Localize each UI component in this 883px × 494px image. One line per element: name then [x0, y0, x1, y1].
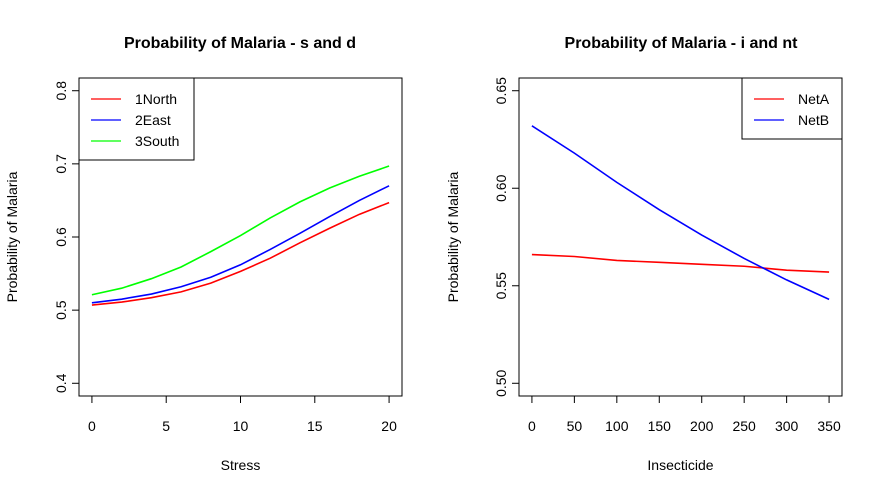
x-tick-label: 20: [381, 418, 397, 434]
x-tick-label: 5: [162, 418, 170, 434]
legend-label: 2East: [135, 112, 171, 128]
x-axis-label: Stress: [221, 457, 261, 473]
x-tick-label: 200: [690, 418, 714, 434]
y-tick-label: 0.8: [53, 81, 69, 101]
y-tick-label: 0.65: [493, 77, 509, 104]
legend-box: [78, 77, 195, 161]
x-tick-label: 150: [648, 418, 672, 434]
legend-box: [741, 77, 843, 140]
series-line-netb: [531, 125, 830, 301]
x-tick-label: 300: [775, 418, 799, 434]
legend-label: 3South: [135, 133, 179, 149]
y-tick-label: 0.5: [53, 300, 69, 320]
x-tick-label: 0: [88, 418, 96, 434]
legend-label: NetB: [798, 112, 829, 128]
y-tick-label: 0.50: [493, 369, 509, 396]
series-line-1north: [91, 201, 390, 306]
x-tick-label: 50: [567, 418, 583, 434]
y-axis-label: Probability of Malaria: [445, 171, 461, 302]
legend-label: NetA: [798, 91, 830, 107]
y-axis-label: Probability of Malaria: [4, 171, 20, 302]
x-tick-label: 350: [817, 418, 841, 434]
y-tick-label: 0.4: [53, 373, 69, 393]
x-tick-label: 0: [528, 418, 536, 434]
chart-panel-stress: Probability of Malaria - s and d Stress Pr…: [4, 35, 403, 473]
x-tick-label: 250: [732, 418, 756, 434]
x-tick-label: 100: [605, 418, 629, 434]
series-line-neta: [531, 253, 830, 273]
y-tick-label: 0.7: [53, 154, 69, 174]
x-axis-label: Insecticide: [647, 457, 713, 473]
series-line-2east: [91, 185, 390, 304]
legend-label: 1North: [135, 91, 177, 107]
y-tick-label: 0.6: [53, 227, 69, 247]
y-tick-label: 0.55: [493, 272, 509, 299]
chart-title: Probability of Malaria - s and d: [124, 35, 356, 52]
chart-panel-insecticide: Probability of Malaria - i and nt Insecti…: [445, 35, 843, 473]
series-line-3south: [91, 165, 390, 296]
x-tick-label: 10: [233, 418, 249, 434]
x-tick-label: 15: [307, 418, 323, 434]
y-tick-label: 0.60: [493, 174, 509, 201]
chart-title: Probability of Malaria - i and nt: [565, 35, 799, 52]
